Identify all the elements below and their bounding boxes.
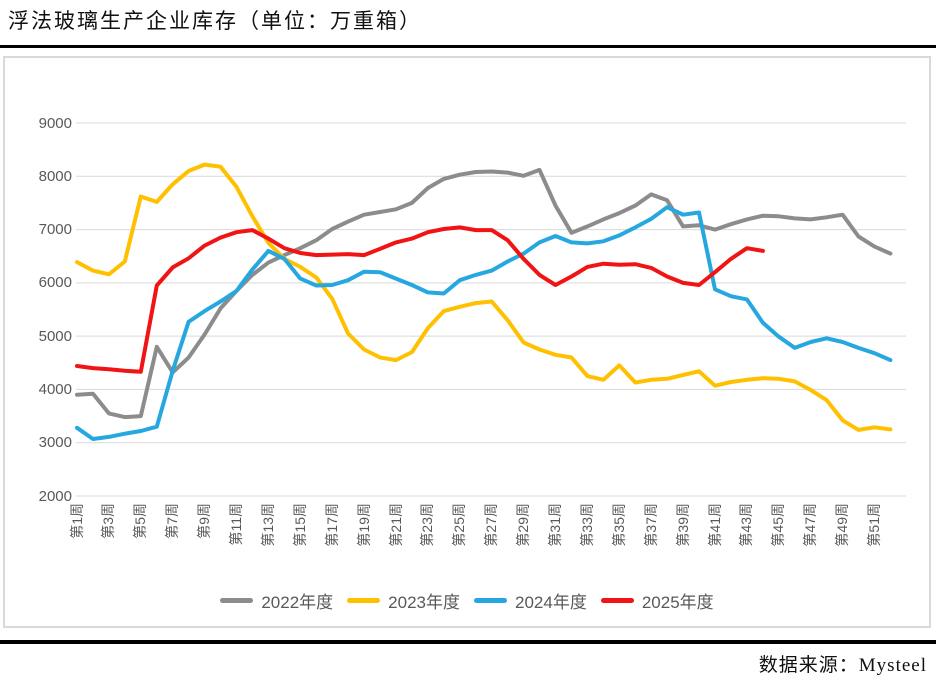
- x-axis-tick-label: 第41周: [706, 503, 723, 547]
- x-axis-tick-label: 第31周: [547, 503, 563, 547]
- legend-item-2024: 2024年度: [474, 588, 587, 613]
- legend-label-2024: 2024年度: [515, 592, 587, 612]
- x-axis-tick-label: 第25周: [451, 503, 468, 547]
- x-axis-tick-label: 第7周: [164, 503, 181, 539]
- x-axis-tick-label: 第49周: [834, 503, 851, 547]
- y-axis-tick-label: 6000: [38, 274, 72, 292]
- legend-item-2023: 2023年度: [347, 588, 460, 613]
- x-axis-tick-label: 第23周: [419, 503, 436, 547]
- legend-swatch-2023: [347, 597, 381, 603]
- data-source-label: 数据来源：Mysteel: [758, 655, 927, 676]
- x-axis-tick-label: 第17周: [323, 503, 340, 547]
- x-axis-tick-label: 第29周: [515, 503, 532, 547]
- legend-label-2023: 2023年度: [388, 592, 460, 612]
- x-axis-tick-label: 第47周: [802, 503, 819, 547]
- legend-item-2022: 2022年度: [220, 588, 333, 613]
- x-axis-tick-label: 第35周: [610, 503, 627, 547]
- legend-label-2025: 2025年度: [641, 592, 714, 612]
- legend: 2022年度 2023年度 2024年度 2025年度: [3, 588, 931, 613]
- x-axis-tick-label: 第27周: [483, 503, 500, 547]
- y-axis-tick-label: 8000: [38, 167, 72, 185]
- legend-swatch-2022: [220, 597, 254, 603]
- legend-swatch-2025: [600, 597, 634, 603]
- legend-swatch-2024: [474, 597, 507, 603]
- x-axis-tick-label: 第11周: [228, 503, 244, 546]
- page-title: 浮法玻璃生产企业库存（单位：万重箱）: [8, 9, 422, 33]
- x-axis-tick-label: 第51周: [866, 503, 882, 547]
- x-axis-tick-label: 第45周: [770, 503, 787, 547]
- chart-panel: [3, 56, 931, 628]
- x-axis-tick-label: 第5周: [132, 503, 149, 539]
- y-axis-tick-label: 3000: [38, 434, 72, 452]
- x-axis-tick-label: 第15周: [291, 503, 308, 547]
- x-axis-tick-label: 第37周: [642, 503, 659, 547]
- bottom-divider: [0, 640, 936, 644]
- x-axis-tick-label: 第1周: [68, 503, 85, 539]
- top-divider: [0, 45, 936, 48]
- y-axis-tick-label: 5000: [38, 327, 72, 345]
- x-axis-tick-label: 第13周: [259, 503, 276, 547]
- x-axis-tick-label: 第39周: [674, 503, 691, 547]
- legend-label-2022: 2022年度: [261, 592, 334, 612]
- y-axis-tick-label: 2000: [38, 487, 72, 505]
- x-axis-tick-label: 第33周: [578, 503, 595, 547]
- x-axis-tick-label: 第21周: [387, 503, 404, 547]
- x-axis-tick-label: 第43周: [738, 503, 755, 547]
- legend-item-2025: 2025年度: [600, 588, 714, 613]
- x-axis-tick-label: 第19周: [355, 503, 372, 547]
- y-axis-tick-label: 4000: [38, 380, 72, 398]
- x-axis-tick-label: 第3周: [100, 503, 117, 539]
- y-axis-tick-label: 7000: [38, 221, 72, 239]
- x-axis-tick-label: 第9周: [196, 503, 213, 539]
- y-axis-tick-label: 9000: [38, 114, 72, 132]
